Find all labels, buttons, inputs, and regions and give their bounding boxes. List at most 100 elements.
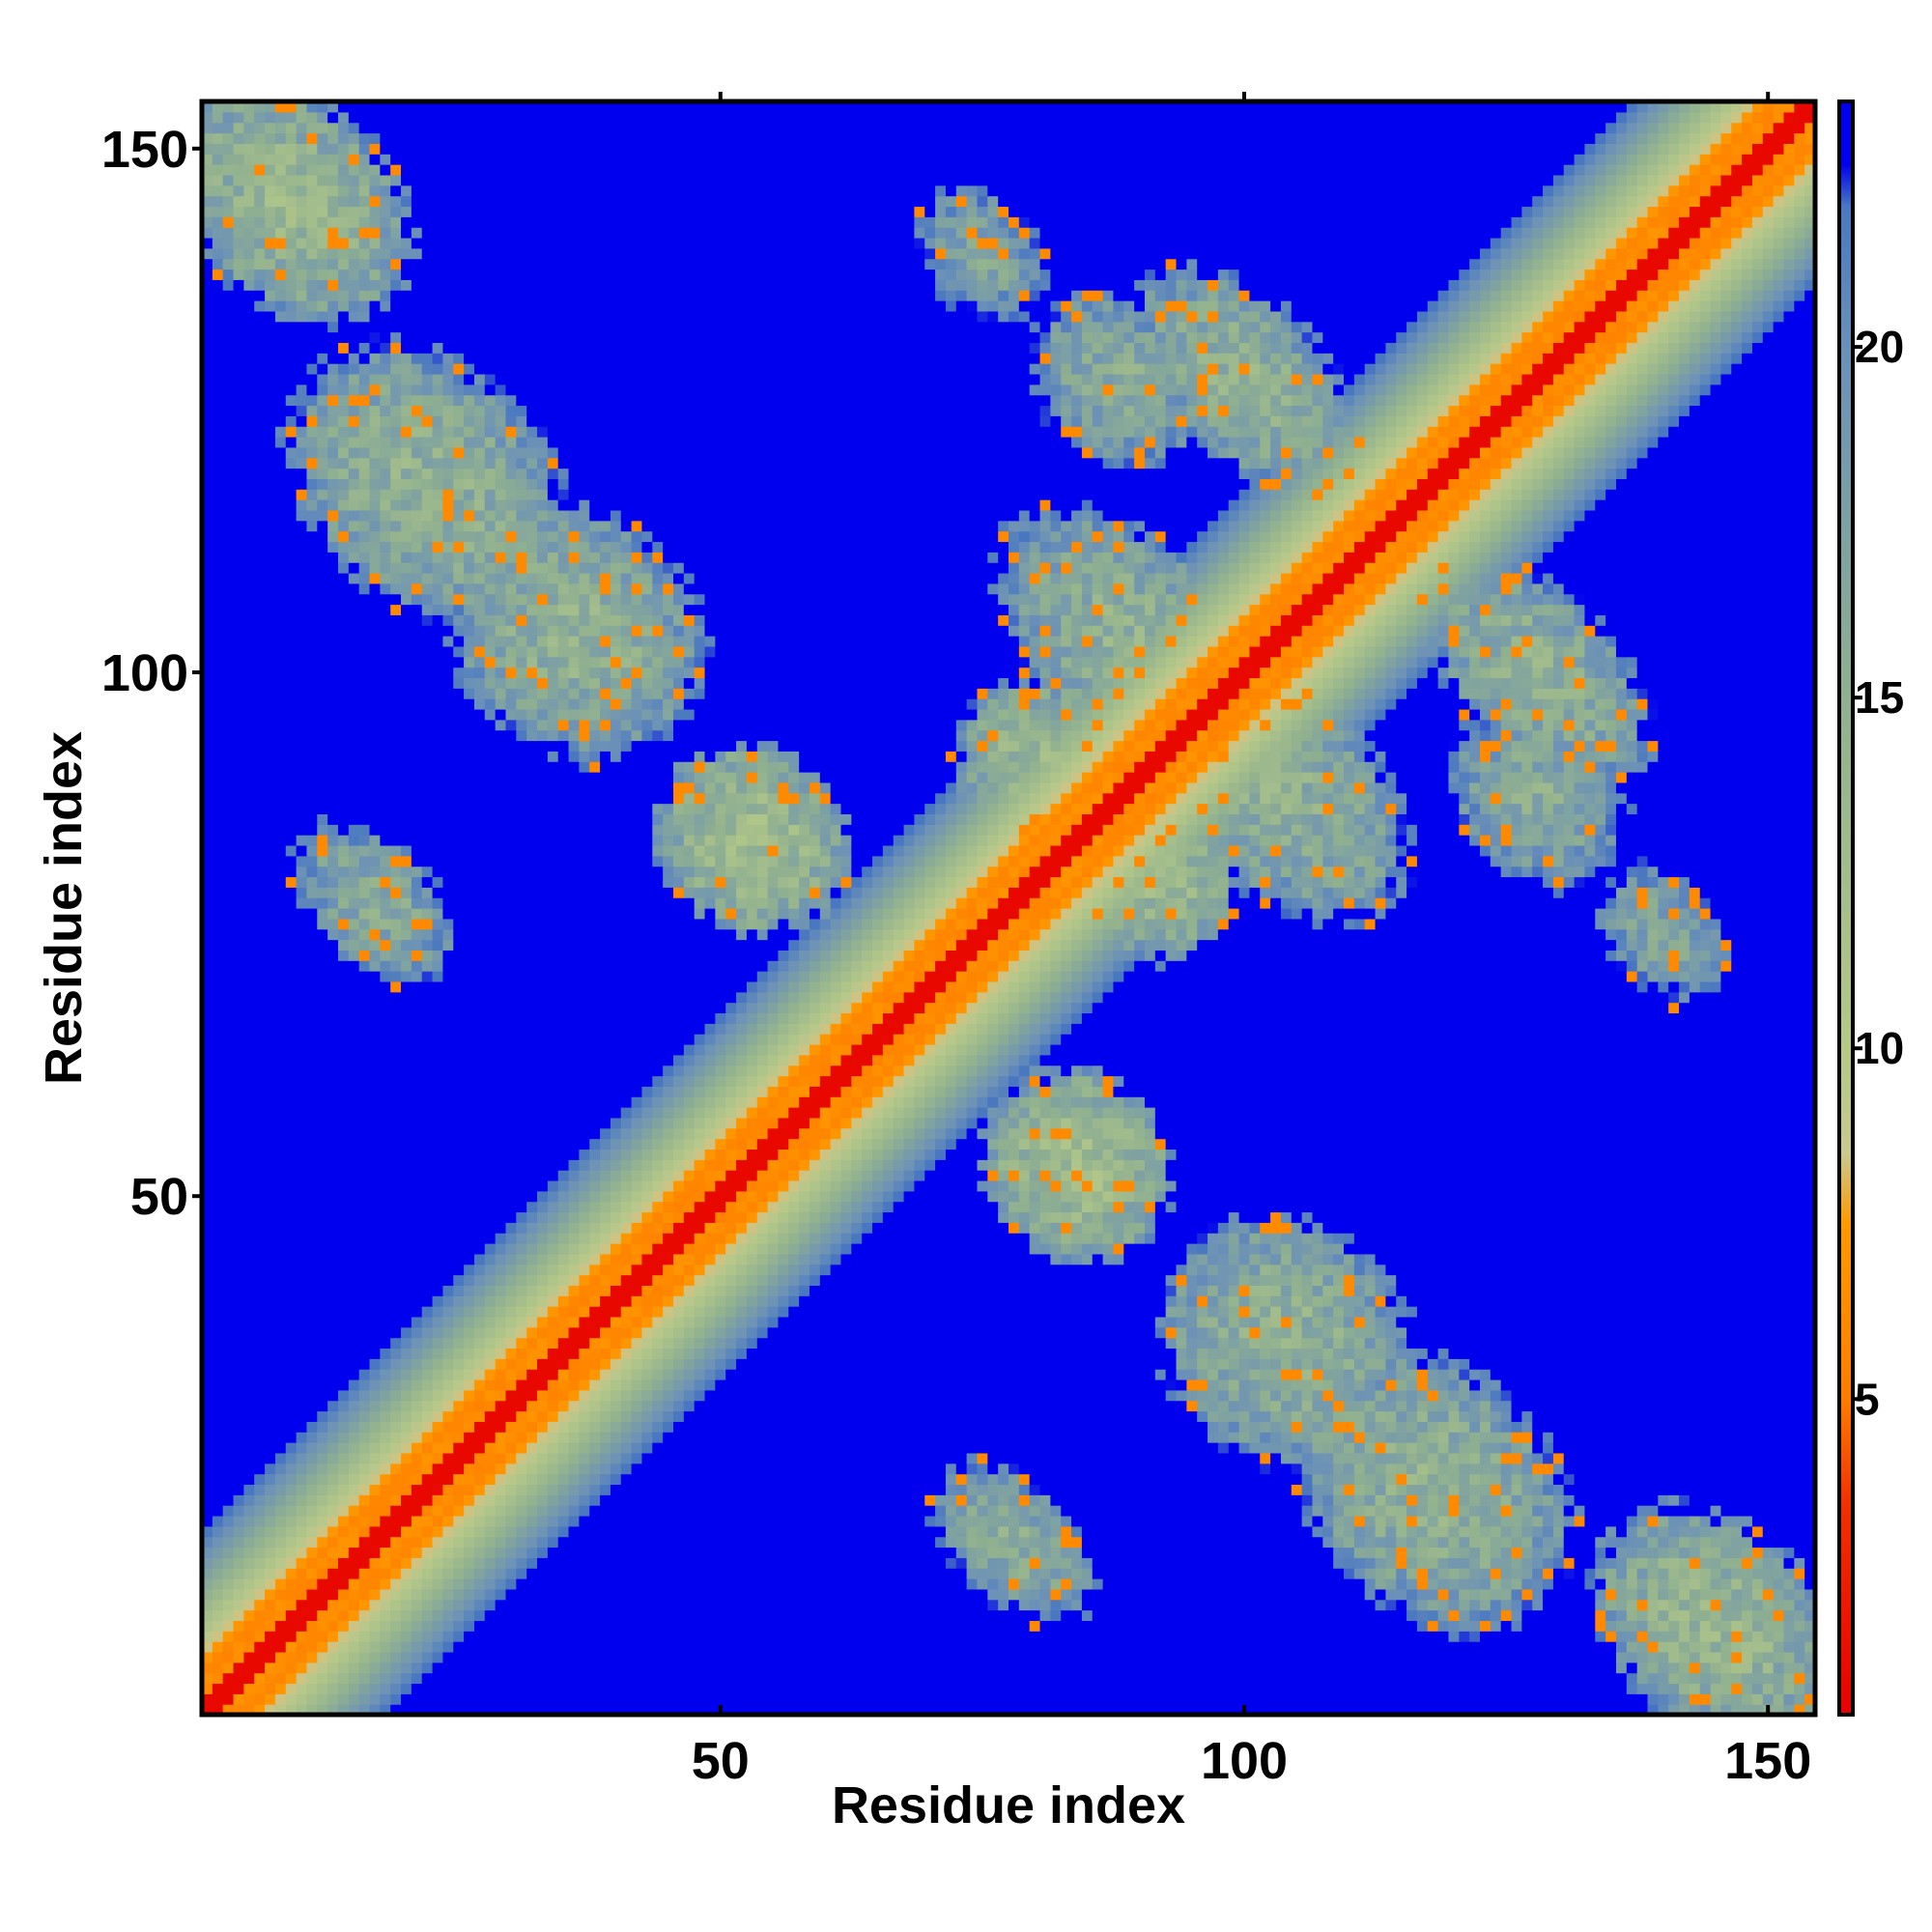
heatmap-cell <box>421 1473 454 1486</box>
heatmap-cell <box>1081 866 1094 878</box>
heatmap-cell <box>411 1588 423 1601</box>
heatmap-cell <box>358 1641 371 1653</box>
heatmap-cell <box>966 1002 979 1014</box>
heatmap-cell <box>1197 1400 1208 1412</box>
heatmap-cell <box>830 1149 842 1160</box>
heatmap-cell <box>1416 876 1544 888</box>
heatmap-cell <box>672 1378 685 1391</box>
heatmap-cell <box>1208 1243 1219 1255</box>
heatmap-cell <box>358 1452 371 1464</box>
heatmap-cell <box>1668 897 1680 909</box>
heatmap-cell <box>421 928 434 941</box>
heatmap-cell <box>1249 1389 1261 1402</box>
heatmap-cell <box>1574 1494 1659 1506</box>
heatmap-cell <box>1039 1138 1051 1151</box>
heatmap-cell <box>778 950 789 961</box>
heatmap-cell <box>736 928 748 941</box>
heatmap-cell <box>799 1222 810 1234</box>
heatmap-cell <box>369 897 381 909</box>
heatmap-cell <box>411 1473 423 1486</box>
heatmap-cell <box>1228 1285 1240 1296</box>
heatmap-cell <box>202 1264 465 1276</box>
heatmap-cell <box>401 1348 412 1359</box>
heatmap-cell <box>746 1190 758 1203</box>
heatmap-cell <box>672 876 685 888</box>
heatmap-cell <box>369 960 381 972</box>
heatmap-cell <box>1479 1452 1492 1464</box>
heatmap-cell <box>1322 1295 1334 1307</box>
heatmap-cell <box>442 1442 454 1454</box>
heatmap-cell <box>1647 908 1659 920</box>
heatmap-cell <box>1710 1578 1721 1590</box>
heatmap-cell <box>1039 1525 1051 1538</box>
heatmap-cell <box>914 1065 925 1077</box>
heatmap-cell <box>453 1369 465 1380</box>
heatmap-cell <box>1312 1222 1323 1234</box>
heatmap-cell <box>526 1326 538 1339</box>
heatmap-cell <box>704 1065 716 1077</box>
heatmap-cell <box>1344 1264 1355 1276</box>
heatmap-cell <box>1270 1421 1282 1433</box>
heatmap-cell <box>547 1400 559 1412</box>
heatmap-cell <box>987 1054 999 1066</box>
heatmap-cell <box>1490 1557 1513 1569</box>
heatmap-cell <box>663 1348 674 1359</box>
heatmap-cell <box>1092 1190 1104 1203</box>
heatmap-cell <box>1039 1201 1051 1213</box>
heatmap-cell <box>453 1494 465 1506</box>
heatmap-cell <box>998 1159 1009 1171</box>
heatmap-cell <box>202 1609 213 1621</box>
heatmap-cell <box>526 1285 538 1296</box>
heatmap-cell <box>652 1400 664 1412</box>
heatmap-cell <box>1511 1505 1522 1517</box>
heatmap-cell <box>306 1588 339 1601</box>
heatmap-cell <box>756 1326 769 1339</box>
heatmap-cell <box>516 1369 527 1380</box>
heatmap-cell <box>1364 1473 1377 1486</box>
heatmap-cell <box>1009 1034 1020 1045</box>
heatmap-cell <box>1092 1065 1104 1077</box>
heatmap-cell <box>1364 1452 1377 1464</box>
heatmap-cell <box>1238 1274 1251 1286</box>
heatmap-cell <box>1731 1536 1743 1548</box>
heatmap-cell <box>473 1348 486 1359</box>
heatmap-cell <box>411 1641 423 1653</box>
heatmap-cell <box>432 1547 444 1558</box>
heatmap-cell <box>432 1463 465 1475</box>
heatmap-cell <box>505 1253 517 1265</box>
heatmap-cell <box>1071 1107 1083 1119</box>
heatmap-cell <box>1406 887 1554 898</box>
heatmap-cell <box>453 1484 465 1495</box>
heatmap-cell <box>1217 1316 1230 1328</box>
heatmap-cell <box>620 1432 633 1443</box>
heatmap-cell <box>610 1442 622 1454</box>
heatmap-cell <box>233 1662 266 1674</box>
heatmap-cell <box>767 1096 780 1108</box>
heatmap-cell <box>799 1043 810 1056</box>
heatmap-cell <box>1322 1452 1334 1464</box>
heatmap-cell <box>809 1285 1167 1296</box>
heatmap-cell <box>1009 1149 1020 1160</box>
heatmap-cell <box>610 1274 622 1286</box>
heatmap-cell <box>1605 876 1617 888</box>
heatmap-cell <box>1563 1547 1596 1558</box>
heatmap-cell <box>1050 980 1062 993</box>
heatmap-cell <box>809 1190 821 1203</box>
heatmap-cell <box>1385 1369 1397 1380</box>
heatmap-cell <box>202 1421 308 1433</box>
heatmap-cell <box>945 1473 957 1486</box>
heatmap-cell <box>1469 1358 1816 1370</box>
heatmap-cell <box>704 1326 716 1339</box>
heatmap-cell <box>327 1484 339 1495</box>
heatmap-cell <box>1333 1421 1355 1433</box>
heatmap-cell <box>1039 928 1051 941</box>
heatmap-cell <box>704 1389 1167 1402</box>
heatmap-cell <box>1416 1547 1429 1558</box>
heatmap-cell <box>987 1075 999 1087</box>
heatmap-cell <box>1228 1410 1240 1422</box>
heatmap-cell <box>1804 1557 1816 1569</box>
heatmap-cell <box>1260 1378 1271 1391</box>
heatmap-cell <box>1123 887 1135 898</box>
heatmap-cell <box>1249 1274 1261 1286</box>
heatmap-cell <box>547 1233 559 1244</box>
